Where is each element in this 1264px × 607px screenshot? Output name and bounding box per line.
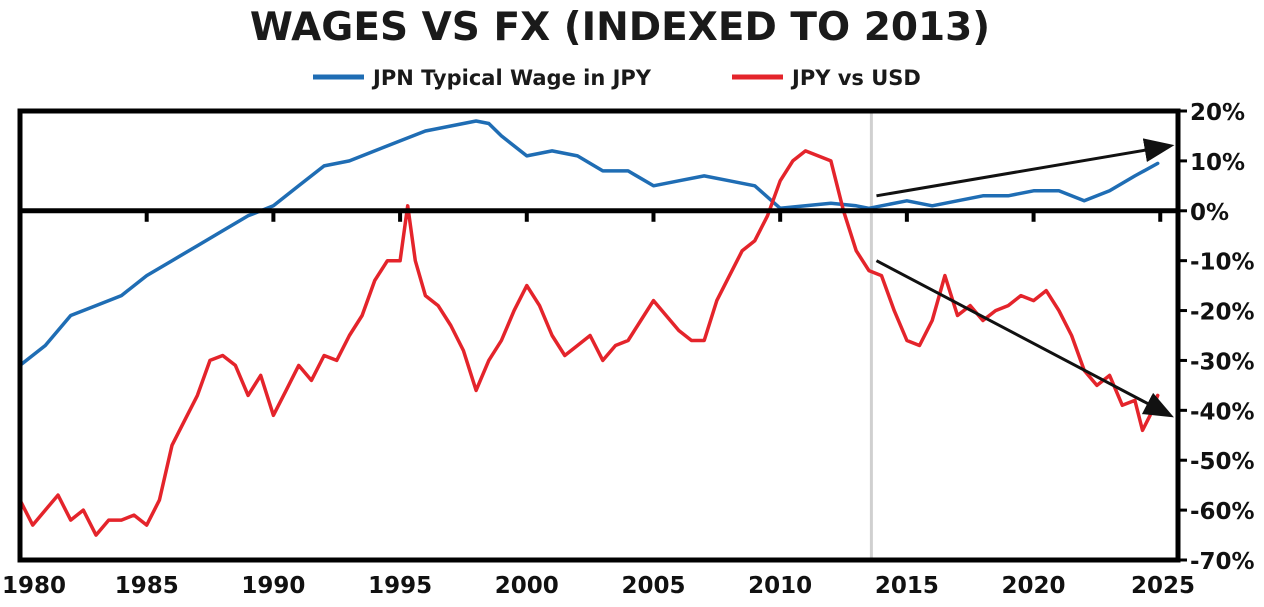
x-tick-label: 2020	[1002, 573, 1066, 599]
x-axis-labels: 1980 1985 1990 1995 2000 2005 2010 2015 2020 2025	[2, 573, 1195, 599]
x-tick-label: 1990	[241, 573, 305, 599]
x-tick-label: 2005	[621, 573, 685, 599]
x-tick-label: 2025	[1131, 573, 1195, 599]
y-tick-label: -30%	[1190, 349, 1255, 375]
y-tick-label: -70%	[1190, 549, 1255, 575]
x-tick-label: 1985	[115, 573, 179, 599]
y-tick-label: -20%	[1190, 300, 1255, 326]
y-tick-label: -40%	[1190, 399, 1255, 425]
x-tick-label: 2000	[495, 573, 559, 599]
x-tick-label: 2015	[875, 573, 939, 599]
x-tick-label: 1980	[2, 573, 66, 599]
series-line-0	[20, 119, 1160, 368]
trend-arrow-up	[876, 138, 1175, 198]
trend-arrow-down	[875, 259, 1174, 418]
y-axis-labels: 20% 10% 0% -10% -20% -30% -40% -50% -60% -70%	[1190, 100, 1255, 575]
chart-title: WAGES VS FX (INDEXED TO 2013)	[250, 5, 990, 50]
legend-label-wage: JPN Typical Wage in JPY	[371, 66, 652, 90]
legend-label-fx: JPY vs USD	[790, 66, 921, 90]
y-tick-label: 20%	[1190, 100, 1245, 126]
plot-frame	[17, 108, 1181, 563]
x-tick-label: 1995	[368, 573, 432, 599]
y-tick-label: -10%	[1190, 250, 1255, 276]
y-tick-label: 0%	[1190, 200, 1229, 226]
legend: JPN Typical Wage in JPY JPY vs USD	[313, 66, 921, 90]
x-tick-label: 2010	[748, 573, 812, 599]
y-tick-label: 10%	[1190, 150, 1245, 176]
y-tick-label: -50%	[1190, 449, 1255, 475]
y-tick-label: -60%	[1190, 499, 1255, 525]
plot-area	[17, 108, 1187, 563]
